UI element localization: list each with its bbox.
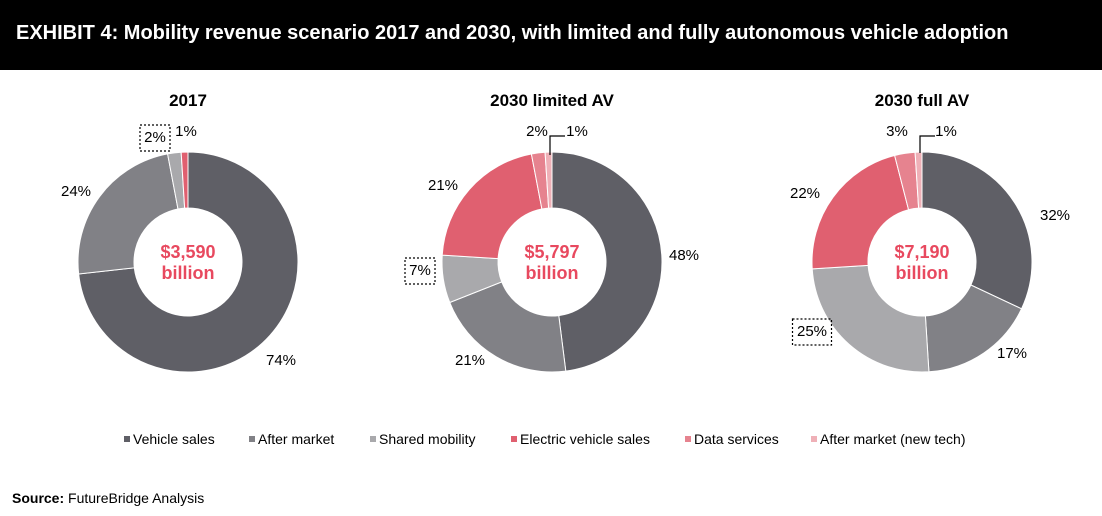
legend-marker-electric-vehicle-sales	[511, 436, 517, 442]
center-value: $5,797	[524, 242, 579, 262]
legend-label-electric-vehicle-sales: Electric vehicle sales	[520, 431, 650, 447]
legend-label-vehicle-sales: Vehicle sales	[133, 431, 215, 447]
data-label-after-market-new-tech: 1%	[935, 123, 957, 140]
slice-2030-full-av-electric-vehicle-sales	[811, 154, 910, 270]
chart-title-2030-limited-av: 2030 limited AV	[490, 91, 614, 110]
data-label-electric-vehicle-sales: 22%	[790, 185, 820, 202]
slice-2030-limited-av-electric-vehicle-sales	[441, 153, 543, 260]
source-label: Source:	[12, 490, 65, 506]
data-label-shared-mobility: 2%	[144, 129, 166, 146]
source-note: Source: FutureBridge Analysis	[12, 490, 204, 506]
legend-label-after-market: After market	[258, 431, 334, 447]
chart-title-2017: 2017	[169, 91, 207, 110]
chart-title-2030-full-av: 2030 full AV	[875, 91, 970, 110]
data-label-electric-vehicle-sales: 21%	[428, 177, 458, 194]
slice-2030-limited-av-after-market-new-tech	[544, 151, 553, 209]
legend-label-shared-mobility: Shared mobility	[379, 431, 476, 447]
center-unit: billion	[896, 263, 949, 283]
callout-box	[791, 318, 833, 346]
center-unit: billion	[162, 263, 215, 283]
slice-2030-limited-av-after-market	[449, 281, 567, 373]
data-label-after-market: 21%	[455, 352, 485, 369]
center-value: $7,190	[894, 242, 949, 262]
page-title: EXHIBIT 4: Mobility revenue scenario 201…	[16, 22, 1009, 44]
legend-label-data-services: Data services	[694, 431, 779, 447]
slice-2017-after-market	[77, 153, 179, 275]
data-label-vehicle-sales: 32%	[1040, 207, 1070, 224]
legend-marker-after-market	[249, 436, 255, 442]
slice-2017-vehicle-sales	[78, 151, 299, 373]
legend-marker-after-market-new-tech	[811, 436, 817, 442]
legend-marker-vehicle-sales	[124, 436, 130, 442]
data-label-data-services: 3%	[886, 123, 908, 140]
legend-label-after-market-new-tech: After market (new tech)	[820, 431, 966, 447]
slice-2030-full-av-shared-mobility	[811, 264, 930, 373]
slice-2030-limited-av-vehicle-sales	[551, 151, 663, 372]
data-label-vehicle-sales: 74%	[266, 352, 296, 369]
legend-marker-data-services	[685, 436, 691, 442]
data-label-data-services: 2%	[526, 123, 548, 140]
slice-2030-full-av-after-market-new-tech	[914, 151, 923, 209]
center-value: $3,590	[160, 242, 215, 262]
header-bar: EXHIBIT 4: Mobility revenue scenario 201…	[0, 0, 1102, 70]
data-label-vehicle-sales: 48%	[669, 247, 699, 264]
source-text: FutureBridge Analysis	[68, 490, 205, 506]
leader-line	[919, 135, 935, 153]
slice-2030-full-av-vehicle-sales	[921, 151, 1033, 310]
data-label-electric-vehicle-sales: 1%	[175, 123, 197, 140]
leader-line	[549, 135, 565, 155]
data-label-shared-mobility: 25%	[797, 323, 827, 340]
center-unit: billion	[526, 263, 579, 283]
data-label-shared-mobility: 7%	[409, 262, 431, 279]
legend-marker-shared-mobility	[370, 436, 376, 442]
slice-2017-electric-vehicle-sales	[180, 151, 189, 209]
data-label-after-market: 17%	[997, 345, 1027, 362]
data-label-after-market-new-tech: 1%	[566, 123, 588, 140]
data-label-after-market: 24%	[61, 183, 91, 200]
